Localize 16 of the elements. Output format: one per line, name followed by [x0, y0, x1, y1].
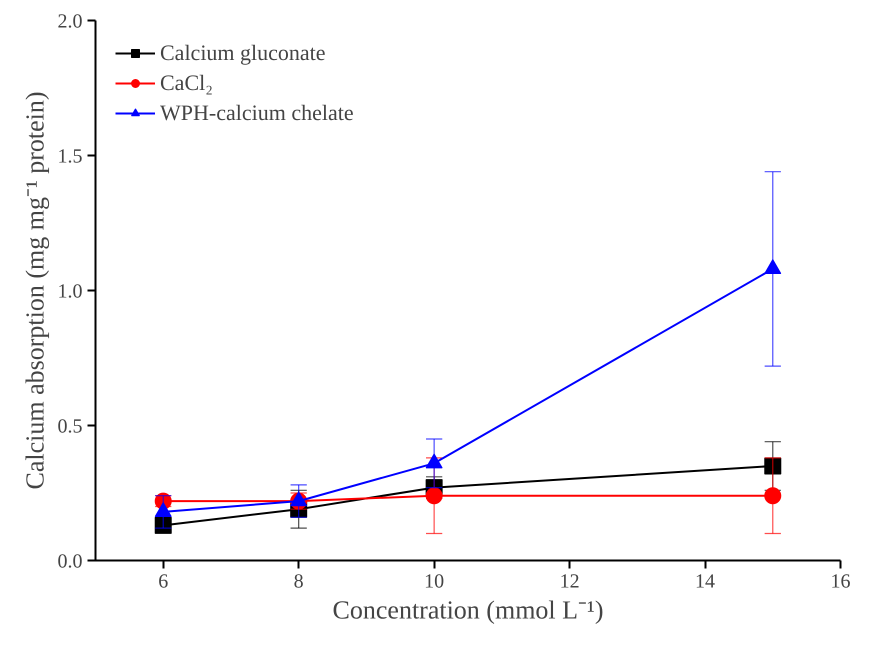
x-tick-label: 6: [158, 570, 168, 592]
x-axis-title: Concentration (mmol L⁻¹): [332, 596, 604, 624]
x-tick-label: 10: [424, 570, 444, 592]
x-tick-label: 12: [560, 570, 580, 592]
y-axis-title: Calcium absorption (mg mg⁻¹ protein): [20, 91, 50, 490]
y-tick-label: 1.0: [58, 280, 82, 302]
y-tick-label: 0.0: [58, 550, 82, 572]
x-tick-label: 14: [695, 570, 716, 592]
y-tick-label: 2.0: [58, 10, 82, 32]
legend-label: CaCl₂: [160, 70, 213, 96]
y-tick-label: 0.5: [58, 416, 82, 438]
x-tick-label: 8: [294, 570, 304, 592]
x-tick-label: 16: [830, 570, 850, 592]
y-tick-label: 1.5: [58, 146, 82, 168]
legend-label: Calcium gluconate: [160, 40, 326, 66]
legend-label: WPH-calcium chelate: [160, 100, 354, 126]
